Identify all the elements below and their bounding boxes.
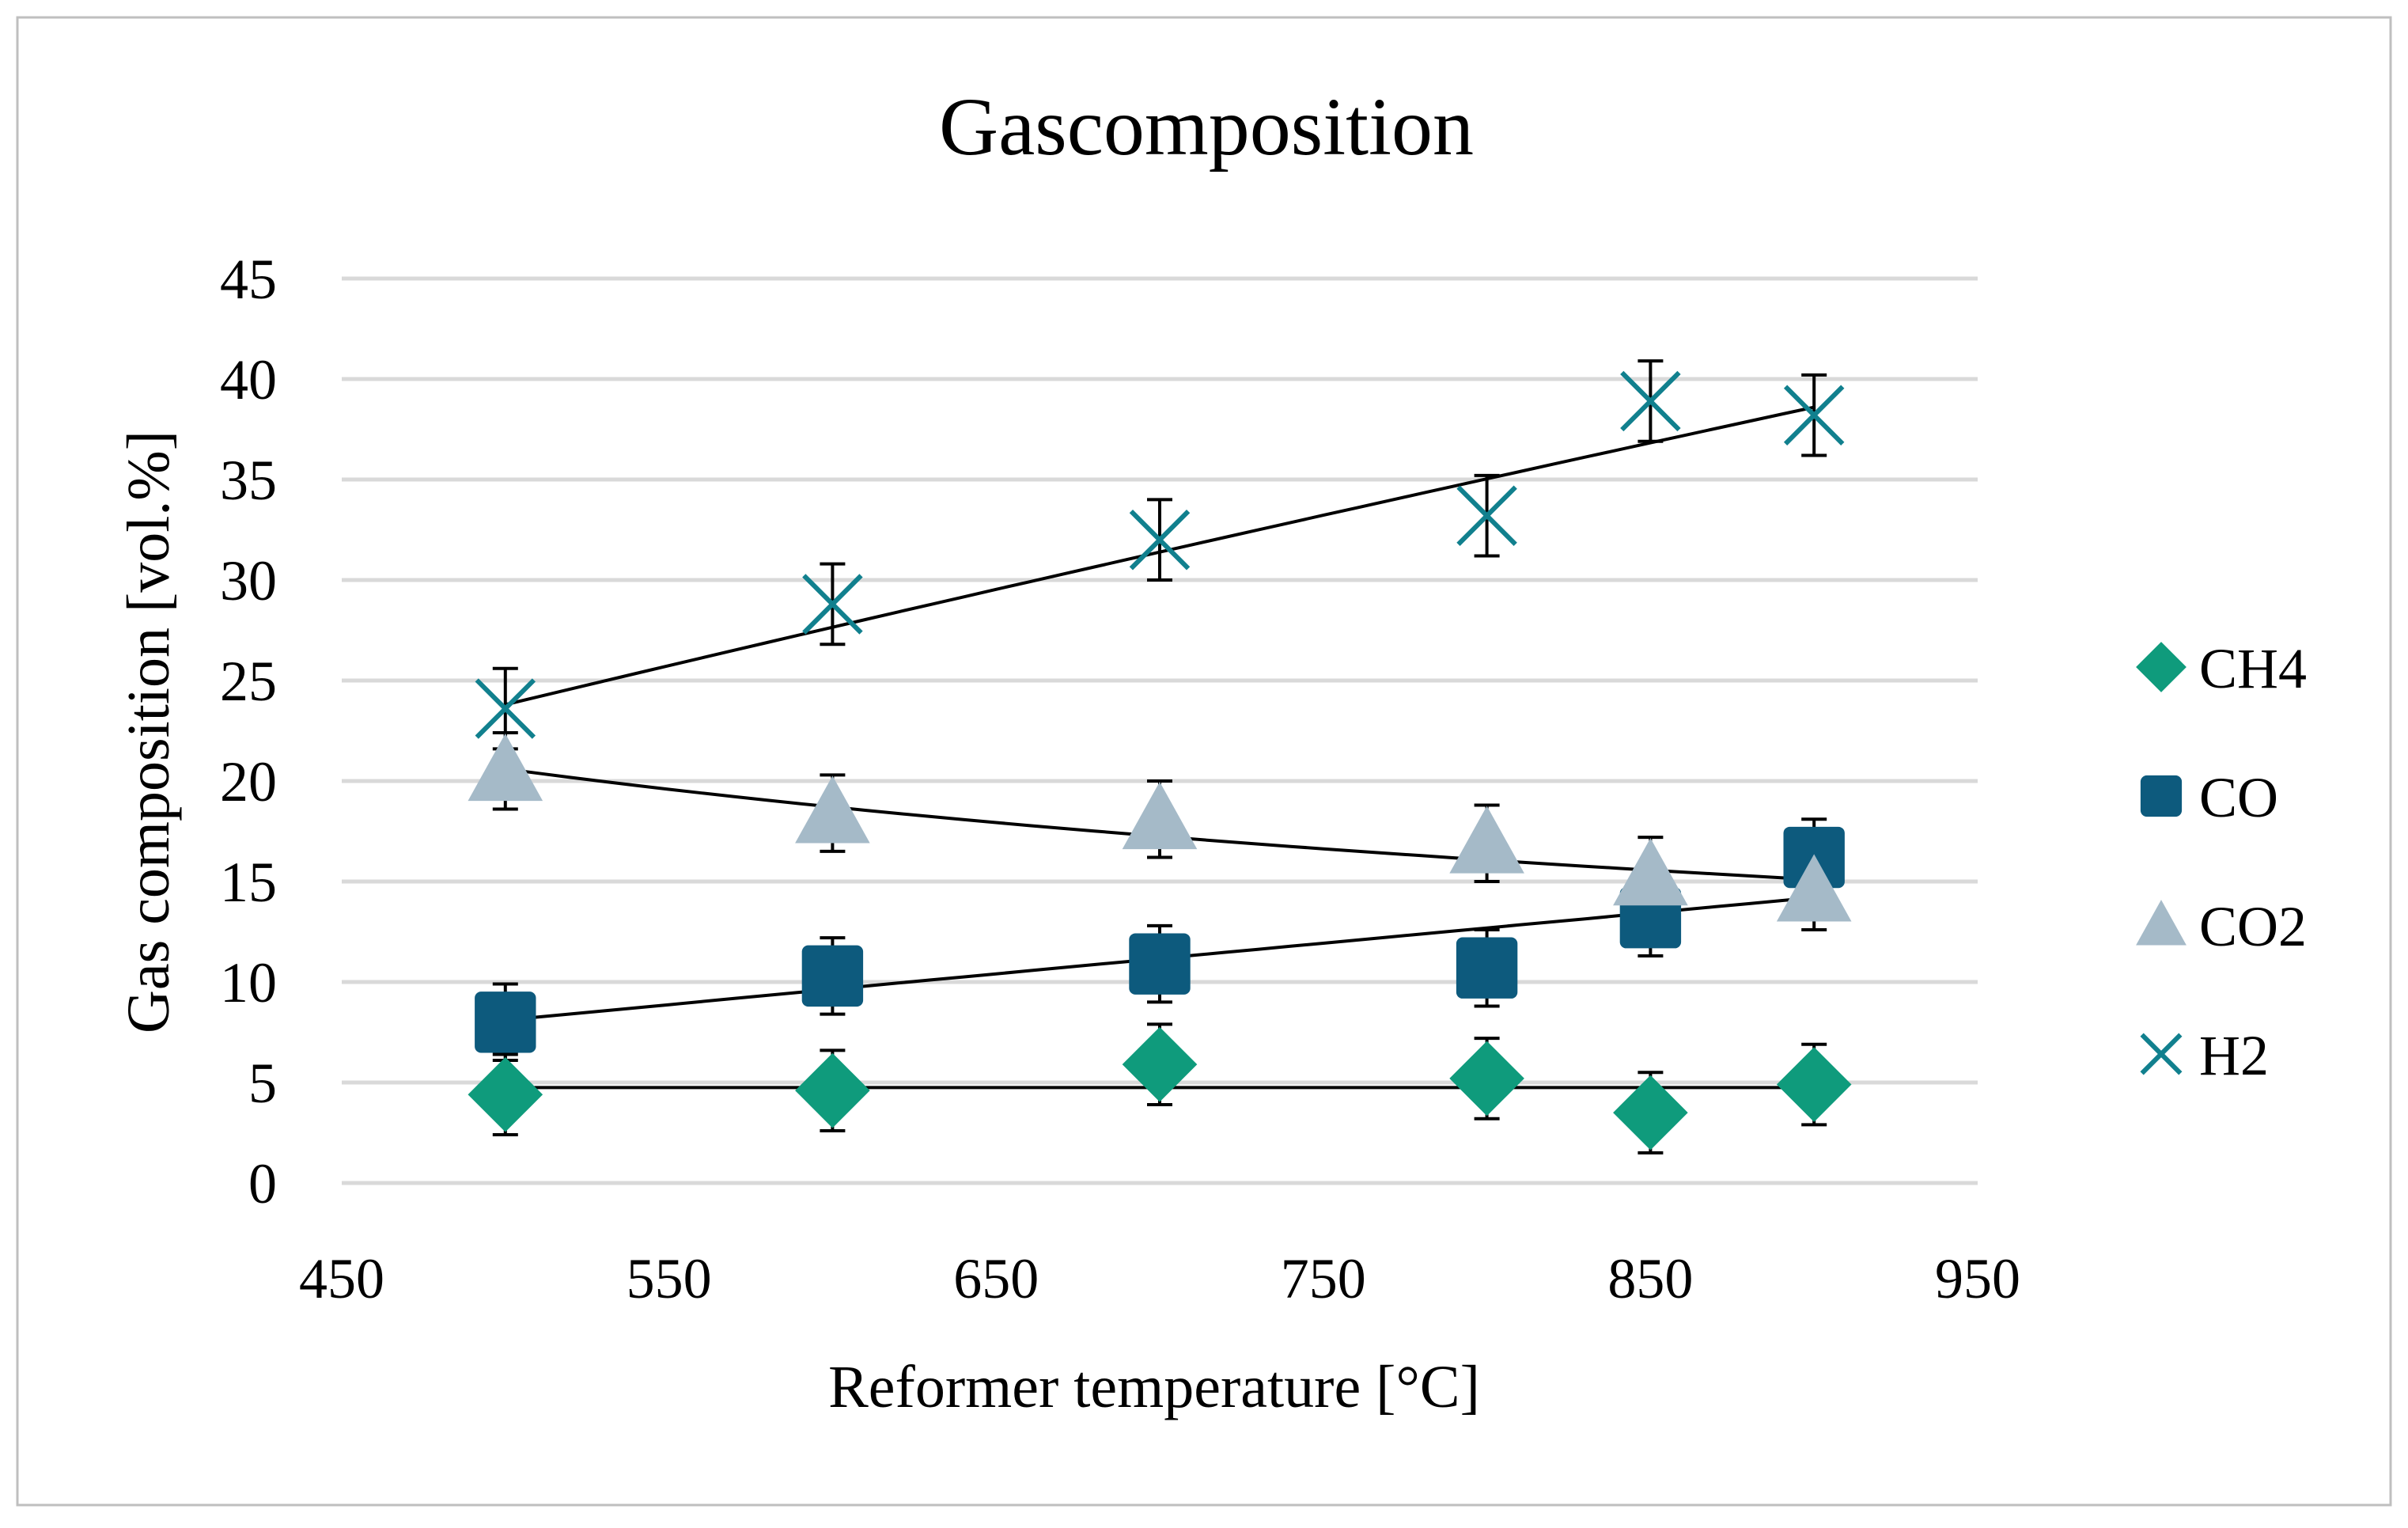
y-tick-label: 20 xyxy=(220,750,277,813)
y-tick-label: 45 xyxy=(220,248,277,311)
y-tick-label: 5 xyxy=(248,1052,277,1115)
data-point-h2 xyxy=(1129,509,1191,571)
legend: CH4 CO CO2 H2 xyxy=(2136,637,2307,1087)
y-tick-label: 30 xyxy=(220,549,277,612)
legend-marker-h2 xyxy=(2140,1033,2183,1075)
data-point-co2 xyxy=(1122,781,1198,850)
data-point-co xyxy=(1129,933,1191,995)
chart-title: Gascomposition xyxy=(939,82,1474,173)
y-tick-label: 15 xyxy=(220,851,277,914)
data-point-h2-stroke xyxy=(475,678,536,739)
data-point-h2-stroke xyxy=(802,574,863,635)
gridlines xyxy=(342,276,1978,1185)
x-axis-label: Reformer temperature [°C] xyxy=(828,1354,1480,1420)
data-point-h2-stroke xyxy=(1620,370,1681,432)
x-tick-label: 450 xyxy=(299,1247,384,1310)
data-point-h2 xyxy=(475,678,536,739)
data-point-co2 xyxy=(1776,854,1852,922)
data-point-co xyxy=(475,991,536,1053)
y-axis-label: Gas composition [vol.%] xyxy=(115,430,182,1033)
data-point-h2-stroke xyxy=(1783,385,1845,446)
x-tick-label: 650 xyxy=(953,1247,1039,1310)
data-point-ch4 xyxy=(1613,1075,1688,1151)
data-point-ch4 xyxy=(468,1056,543,1132)
data-point-h2-stroke xyxy=(1129,509,1191,571)
x-tick-label: 850 xyxy=(1607,1247,1693,1310)
y-tick-label: 40 xyxy=(220,348,277,411)
legend-label-h2: H2 xyxy=(2199,1024,2269,1087)
x-tick-label: 550 xyxy=(627,1247,712,1310)
x-axis-ticks: 450 550 650 750 850 950 xyxy=(299,1247,2020,1310)
data-point-h2 xyxy=(1620,370,1681,432)
data-point-co2 xyxy=(468,734,543,802)
data-point-h2-stroke xyxy=(1456,485,1517,546)
data-point-ch4 xyxy=(1122,1026,1198,1102)
y-tick-label: 25 xyxy=(220,650,277,713)
y-tick-label: 10 xyxy=(220,951,277,1014)
data-point-ch4 xyxy=(1449,1041,1524,1117)
data-point-co xyxy=(801,945,864,1007)
legend-marker-co xyxy=(2140,775,2183,817)
legend-label-ch4: CH4 xyxy=(2199,637,2307,700)
data-markers xyxy=(468,370,1852,1151)
legend-marker-ch4 xyxy=(2136,642,2187,692)
data-point-ch4 xyxy=(1776,1047,1852,1122)
data-point-co xyxy=(1456,937,1518,999)
data-point-co2 xyxy=(1613,838,1688,906)
y-axis-ticks: 0 5 10 15 20 25 30 35 40 45 xyxy=(220,248,277,1215)
legend-label-co2: CO2 xyxy=(2199,895,2307,958)
data-point-h2 xyxy=(802,574,863,635)
x-tick-label: 950 xyxy=(1935,1247,2020,1310)
legend-label-co: CO xyxy=(2199,766,2278,829)
data-point-co2 xyxy=(1449,806,1524,874)
y-tick-label: 0 xyxy=(248,1152,277,1215)
y-tick-label: 35 xyxy=(220,449,277,512)
chart-border xyxy=(16,16,2392,1507)
legend-marker-h2-stroke xyxy=(2140,1033,2183,1075)
x-tick-label: 750 xyxy=(1281,1247,1366,1310)
data-point-h2 xyxy=(1783,385,1845,446)
data-point-h2 xyxy=(1456,485,1517,546)
legend-marker-co2 xyxy=(2136,900,2187,946)
data-point-co2 xyxy=(795,775,870,844)
data-point-ch4 xyxy=(795,1052,870,1128)
